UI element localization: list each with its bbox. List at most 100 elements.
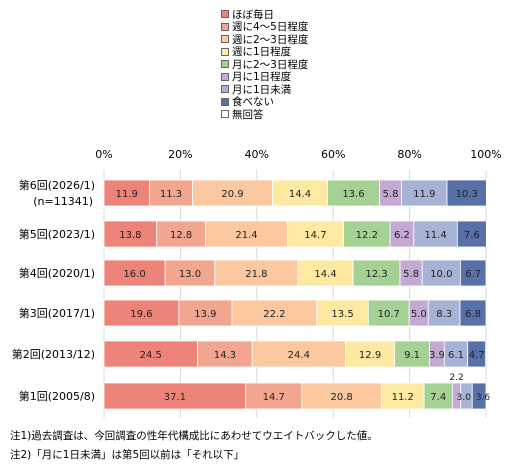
data-label: 14.4 xyxy=(289,189,311,200)
data-label: 6.2 xyxy=(394,230,410,241)
legend-swatch xyxy=(221,97,229,106)
bar-segment xyxy=(103,299,180,327)
bar-segment xyxy=(460,259,487,287)
data-label: 5.0 xyxy=(411,309,427,320)
bar-segment xyxy=(156,220,207,248)
legend-item: 週に1日程度 xyxy=(221,46,308,59)
data-label: 11.9 xyxy=(413,189,435,200)
data-label: 12.3 xyxy=(365,269,387,280)
bar-segment xyxy=(456,220,487,248)
bar-segment xyxy=(251,340,346,368)
bar-segment xyxy=(427,299,461,327)
data-label: 22.2 xyxy=(263,309,285,320)
data-label: 7.4 xyxy=(430,392,446,403)
data-label: 12.9 xyxy=(359,350,381,361)
legend-swatch xyxy=(221,47,229,56)
data-label: 4.7 xyxy=(469,350,485,361)
footnote-1: 注1)過去調査は、今回調査の性年代構成比にあわせてウエイトバックした値。 xyxy=(10,430,378,442)
legend-swatch xyxy=(221,110,229,119)
legend-swatch xyxy=(221,72,229,81)
legend-label: 無回答 xyxy=(232,108,264,121)
data-label: 6.1 xyxy=(448,350,464,361)
bar-segment xyxy=(178,299,233,327)
bar-segment xyxy=(327,179,380,207)
legend-label: 月に1日程度 xyxy=(232,71,292,84)
bar-segment xyxy=(245,382,303,410)
data-label: 9.1 xyxy=(404,350,420,361)
data-label: 21.4 xyxy=(235,230,257,241)
legend: ほぼ毎日 週に4～5日程度 週に2～3日程度 週に1日程度 月に2～3日程度 月に1日程度… xyxy=(221,8,308,121)
x-tick-label: 80% xyxy=(397,148,421,161)
bar-segment xyxy=(367,299,410,327)
legend-label: 週に1日程度 xyxy=(232,46,292,59)
data-label: 3.9 xyxy=(429,350,445,361)
legend-swatch xyxy=(221,85,229,94)
data-label: 5.8 xyxy=(403,269,419,280)
category-label: 第3回(2017/1) xyxy=(19,306,95,320)
data-label: 12.8 xyxy=(170,230,192,241)
x-tick-label: 40% xyxy=(245,148,269,161)
data-label: 13.5 xyxy=(331,309,353,320)
bar-segment xyxy=(214,259,299,287)
legend-swatch xyxy=(221,10,229,19)
bar-segment xyxy=(231,299,318,327)
legend-item: 月に2～3日程度 xyxy=(221,58,308,71)
data-label: 13.8 xyxy=(119,230,141,241)
data-label: 3.6 xyxy=(476,393,491,403)
bar-segment xyxy=(272,179,328,207)
data-label: 3.0 xyxy=(457,393,472,403)
data-label: 16.0 xyxy=(123,269,145,280)
data-label: 10.3 xyxy=(456,189,478,200)
data-label: 14.4 xyxy=(314,269,336,280)
legend-swatch xyxy=(221,22,229,31)
bar-segment xyxy=(446,179,487,207)
data-label: 6.8 xyxy=(465,309,481,320)
bar-segment xyxy=(103,220,158,248)
data-label: 8.3 xyxy=(436,309,452,320)
bar-segment xyxy=(164,259,216,287)
bar-segment xyxy=(103,259,166,287)
data-label: 13.0 xyxy=(179,269,201,280)
legend-label: 週に4～5日程度 xyxy=(232,21,309,34)
legend-label: ほぼ毎日 xyxy=(232,8,274,21)
bar-segment xyxy=(192,179,273,207)
data-label: 6.7 xyxy=(465,269,481,280)
bar-segment xyxy=(459,299,487,327)
data-label: 19.6 xyxy=(130,309,152,320)
bar-segment xyxy=(413,220,458,248)
legend-swatch xyxy=(221,35,229,44)
x-tick-label: 100% xyxy=(470,148,501,161)
legend-label: 月に2～3日程度 xyxy=(232,58,309,71)
legend-item: 週に4～5日程度 xyxy=(221,21,309,34)
bar-segment xyxy=(149,179,194,207)
category-label: 第4回(2020/1) xyxy=(19,266,95,280)
data-label: 12.2 xyxy=(356,230,378,241)
category-sublabel: (n=11341) xyxy=(33,195,93,208)
data-label: 24.4 xyxy=(288,350,310,361)
data-label: 20.9 xyxy=(221,189,243,200)
data-label: 24.5 xyxy=(140,350,162,361)
data-label: 14.7 xyxy=(304,230,326,241)
bar-segment xyxy=(394,340,430,368)
x-tick-label: 0% xyxy=(95,148,112,161)
x-tick-label: 60% xyxy=(321,148,345,161)
category-label: 第1回(2005/8) xyxy=(19,389,95,403)
data-label: 14.3 xyxy=(214,350,236,361)
legend-label: 食べない xyxy=(232,96,274,109)
legend-item: 無回答 xyxy=(221,108,308,121)
data-label: 13.9 xyxy=(194,309,216,320)
legend-item: 月に1日程度 xyxy=(221,71,308,84)
bar-segment xyxy=(467,340,487,368)
footnote-2: 注2)「月に1日未満」は第5回以前は「それ以下」 xyxy=(10,449,245,461)
legend-item: 週に2～3日程度 xyxy=(221,33,308,46)
data-label: 7.6 xyxy=(464,230,480,241)
bar-segment xyxy=(423,382,453,410)
data-label: 37.1 xyxy=(164,392,186,403)
bar-segment xyxy=(301,382,382,410)
bar-segment xyxy=(471,382,487,410)
category-label: 第6回(2026/1) xyxy=(19,178,95,192)
legend-item: ほぼ毎日 xyxy=(221,8,308,21)
data-label: 11.2 xyxy=(392,392,414,403)
data-label: 11.4 xyxy=(424,230,446,241)
